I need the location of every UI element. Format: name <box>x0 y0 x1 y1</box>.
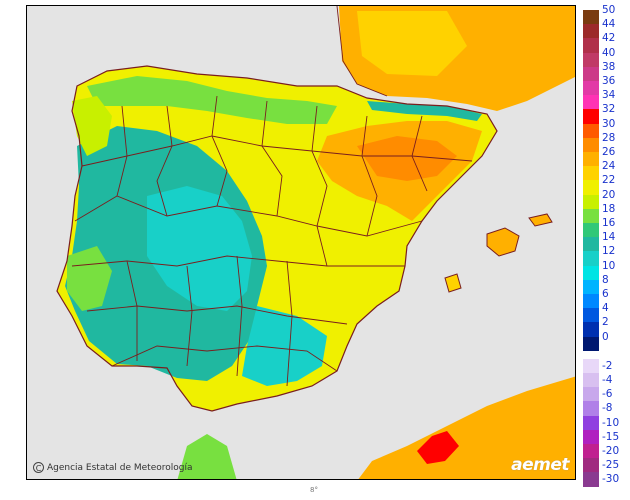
copyright-icon: C <box>33 462 44 473</box>
legend-swatch <box>583 38 599 54</box>
legend-label: 22 <box>602 174 616 187</box>
legend-swatch-negative <box>583 373 599 388</box>
legend-swatch-negative <box>583 458 599 473</box>
map-canvas <box>27 6 575 479</box>
legend-swatch-negative <box>583 472 599 488</box>
legend-label: 6 <box>602 288 609 300</box>
legend-label-negative: -4 <box>602 374 613 386</box>
legend-label: 26 <box>602 146 616 158</box>
legend-swatch <box>583 294 599 309</box>
legend-label: 12 <box>602 245 616 258</box>
legend-label: 10 <box>602 259 616 272</box>
central-cool-zone <box>147 186 252 311</box>
legend-label: 40 <box>602 46 616 59</box>
legend-swatch <box>583 152 599 167</box>
legend-label: 36 <box>602 75 616 87</box>
copyright-text: Agencia Estatal de Meteorología <box>47 462 193 473</box>
iberia-coastline <box>56 65 498 412</box>
legend-swatch <box>583 308 599 323</box>
legend-swatch <box>583 180 599 196</box>
legend-swatch <box>583 194 599 210</box>
legend-swatch-negative <box>583 429 599 445</box>
north-green-zone <box>87 76 337 124</box>
legend-swatch <box>583 237 599 252</box>
legend-swatch-negative <box>583 444 599 459</box>
ibiza-island <box>444 273 462 293</box>
mallorca-island <box>486 227 520 257</box>
legend-label: 14 <box>602 231 616 244</box>
legend-swatch-negative <box>583 401 599 417</box>
footer-mark: 8° <box>310 486 318 494</box>
france-warm-area <box>357 11 467 76</box>
aemet-logo: aemet <box>511 455 569 475</box>
legend-swatch <box>583 166 599 181</box>
legend-label: 0 <box>602 330 609 343</box>
legend-label: 8 <box>602 273 609 286</box>
legend-swatch <box>583 336 599 352</box>
legend-swatch <box>583 123 599 139</box>
legend-label: 28 <box>602 131 616 144</box>
legend-label-negative: -30 <box>602 473 620 486</box>
legend-swatch <box>583 52 599 68</box>
menorca-island <box>528 213 553 227</box>
legend-label: 16 <box>602 217 616 229</box>
temperature-map: C Agencia Estatal de Meteorología aemet <box>26 5 576 480</box>
legend-swatch <box>583 279 599 295</box>
legend-label: 32 <box>602 103 616 116</box>
legend-label: 24 <box>602 160 616 173</box>
legend-swatch <box>583 66 599 82</box>
southwest-green-zone <box>67 246 112 311</box>
legend-swatch <box>583 223 599 238</box>
legend-label-negative: -25 <box>602 459 620 472</box>
legend-swatch-negative <box>583 358 599 374</box>
legend-label-negative: -8 <box>602 402 613 415</box>
legend-label: 34 <box>602 89 616 102</box>
legend-label: 38 <box>602 60 616 73</box>
province-borders <box>71 6 473 387</box>
legend-label: 44 <box>602 18 616 31</box>
africa-west <box>177 434 237 479</box>
galicia-green-zone <box>72 96 112 156</box>
legend-swatch-negative <box>583 387 599 402</box>
copyright-notice: C Agencia Estatal de Meteorología <box>33 462 193 473</box>
south-cool-zone <box>242 306 327 386</box>
legend-swatch <box>583 137 599 153</box>
legend-label: 2 <box>602 316 609 329</box>
legend-swatch <box>583 208 599 224</box>
legend-label: 18 <box>602 202 616 215</box>
legend-label: 20 <box>602 188 616 201</box>
africa-hot-area <box>417 431 459 464</box>
legend-label-negative: -20 <box>602 445 620 457</box>
legend-label: 30 <box>602 117 616 130</box>
legend-label-negative: -6 <box>602 388 613 401</box>
legend-label: 4 <box>602 302 609 315</box>
legend-swatch <box>583 322 599 338</box>
temperature-legend: 50 44 42 40 38 36 34 32 30 28 26 24 22 20 18 16 14 12 10 8 6… <box>583 5 629 488</box>
legend-swatch <box>583 265 599 281</box>
legend-swatch-negative <box>583 415 599 431</box>
legend-swatch <box>583 109 599 125</box>
northeast-hot-zone <box>357 136 457 181</box>
legend-swatch <box>583 251 599 267</box>
legend-label-negative: -15 <box>602 430 620 443</box>
legend-label-negative: -2 <box>602 359 613 372</box>
legend-swatch <box>583 24 599 39</box>
pyrenees-strip <box>367 101 482 121</box>
africa-region <box>358 376 575 479</box>
legend-label: 50 <box>602 4 616 16</box>
legend-swatch <box>583 10 599 25</box>
legend-label: 42 <box>602 32 616 45</box>
legend-label-negative: -10 <box>602 416 620 429</box>
legend-swatch <box>583 81 599 96</box>
legend-swatch <box>583 95 599 110</box>
